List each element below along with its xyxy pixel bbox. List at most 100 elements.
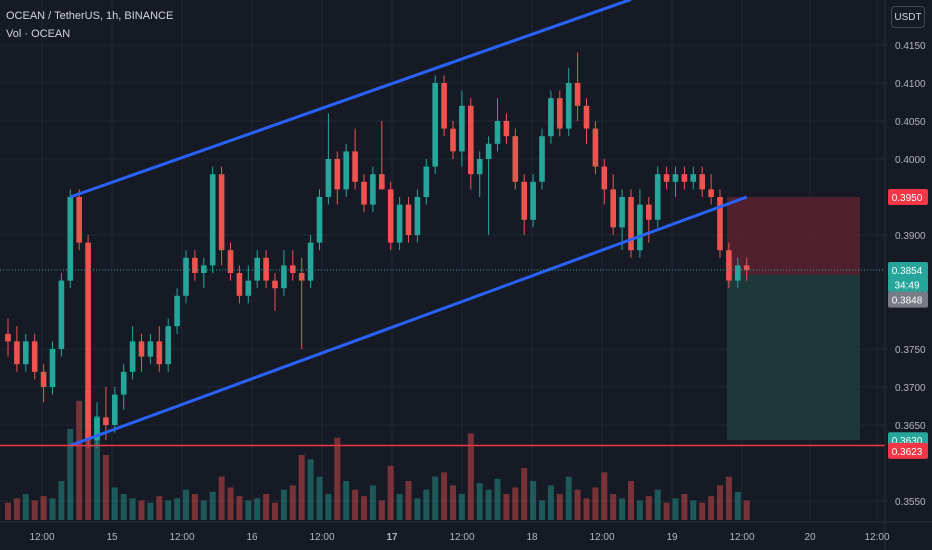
volume-bar xyxy=(645,496,652,520)
volume-bar xyxy=(743,500,750,520)
volume-bar xyxy=(76,400,83,520)
volume-bar xyxy=(458,494,465,520)
currency-button[interactable]: USDT xyxy=(891,6,925,28)
x-tick-label: 15 xyxy=(106,532,118,543)
volume-bar xyxy=(316,476,323,520)
candle-body xyxy=(361,181,367,205)
volume-bar xyxy=(67,429,74,520)
x-tick-label: 12:00 xyxy=(449,532,474,543)
volume-bar xyxy=(245,500,252,520)
y-tick-label: 0.3650 xyxy=(895,421,926,432)
volume-bar xyxy=(485,489,492,520)
volume-bar xyxy=(628,481,634,520)
position-zones xyxy=(727,197,860,441)
volume-bar xyxy=(521,468,528,520)
candle-body xyxy=(112,394,118,425)
volume-bar xyxy=(547,485,554,520)
candle-body xyxy=(423,166,430,197)
volume-bar xyxy=(592,487,599,520)
volume-bar xyxy=(298,455,305,520)
stop-loss-zone xyxy=(727,197,860,275)
price-axis[interactable]: 0.4150 0.4100 0.4050 0.4000 0.3900 0.3750 0.37… xyxy=(884,0,926,550)
candle-body xyxy=(290,265,296,273)
volume-bar xyxy=(147,502,154,520)
volume-bar xyxy=(734,491,741,520)
candle-body xyxy=(281,265,287,289)
candle-body xyxy=(85,242,91,441)
candle-body xyxy=(512,136,519,182)
volume-bar xyxy=(467,433,474,520)
symbol-title[interactable]: OCEAN / TetherUS, 1h, BINANCE xyxy=(6,10,174,22)
candle-body xyxy=(49,349,56,387)
candle-body xyxy=(565,83,572,129)
volume-bar xyxy=(191,494,198,520)
x-tick-label: 20 xyxy=(804,532,816,543)
volume-bar xyxy=(708,496,715,520)
candle-body xyxy=(156,341,163,365)
price-label-box xyxy=(888,189,928,205)
volume-bar xyxy=(610,494,617,520)
volume-bar xyxy=(512,487,519,520)
candle-body xyxy=(183,257,189,296)
volume-bar xyxy=(450,485,456,520)
volume-bar xyxy=(209,491,216,520)
volume-bar xyxy=(494,478,501,520)
candle-body xyxy=(690,174,697,182)
volume-bar xyxy=(574,489,581,520)
price-label-countdown: 34:49 xyxy=(894,280,919,291)
candle-body xyxy=(370,174,376,205)
candle-body xyxy=(138,341,145,357)
volume-bar xyxy=(699,502,706,520)
candle-body xyxy=(379,174,385,190)
candle-body xyxy=(548,98,554,137)
candle-body xyxy=(343,151,349,190)
candle-body xyxy=(494,121,501,144)
volume-bar xyxy=(690,500,697,520)
price-label-box xyxy=(888,291,928,308)
y-tick-label: 0.3550 xyxy=(895,497,926,508)
candle-body xyxy=(76,197,82,243)
candle-body xyxy=(334,159,341,190)
volume-bar xyxy=(165,500,172,520)
time-axis[interactable]: 12:00 15 12:00 16 12:00 17 12:00 18 12:00 19 12:00… xyxy=(0,521,932,543)
candle-body xyxy=(539,136,545,182)
volume-bar xyxy=(476,483,483,520)
candle-body xyxy=(263,257,269,281)
x-tick-label: 12:00 xyxy=(169,532,194,543)
x-tick-label: 12:00 xyxy=(29,532,54,543)
price-label-last: 0.3854 xyxy=(892,266,923,277)
volume-bar xyxy=(663,502,670,520)
volume-bar xyxy=(129,498,136,520)
candle-body xyxy=(218,174,225,251)
volume-bar xyxy=(102,455,109,520)
candle-body xyxy=(254,257,260,281)
volume-bars xyxy=(5,390,750,520)
candle-body xyxy=(209,174,216,266)
volume-bar xyxy=(369,485,376,520)
candle-body xyxy=(717,197,723,251)
price-label-support: 0.3623 xyxy=(892,447,923,458)
volume-bar xyxy=(601,472,608,520)
candle-body xyxy=(699,174,705,190)
y-tick-label: 0.3750 xyxy=(895,345,926,356)
volume-bar xyxy=(565,476,572,520)
volume-bar xyxy=(138,500,145,520)
volume-bar xyxy=(352,489,359,520)
volume-bar xyxy=(530,481,537,520)
candle-body xyxy=(307,242,314,281)
candle-body xyxy=(236,273,243,296)
candle-body xyxy=(503,121,510,137)
candle-body xyxy=(165,326,171,365)
y-tick-label: 0.3700 xyxy=(895,383,926,394)
candle-body xyxy=(58,280,65,349)
candle-body xyxy=(468,105,474,175)
trend-lines[interactable] xyxy=(0,0,885,447)
candle-body xyxy=(405,204,412,235)
candle-body xyxy=(396,204,403,243)
take-profit-zone xyxy=(727,274,860,441)
volume-bar xyxy=(423,489,430,520)
candle-body xyxy=(459,105,465,152)
candle-body xyxy=(441,83,447,129)
volume-bar xyxy=(725,476,732,520)
